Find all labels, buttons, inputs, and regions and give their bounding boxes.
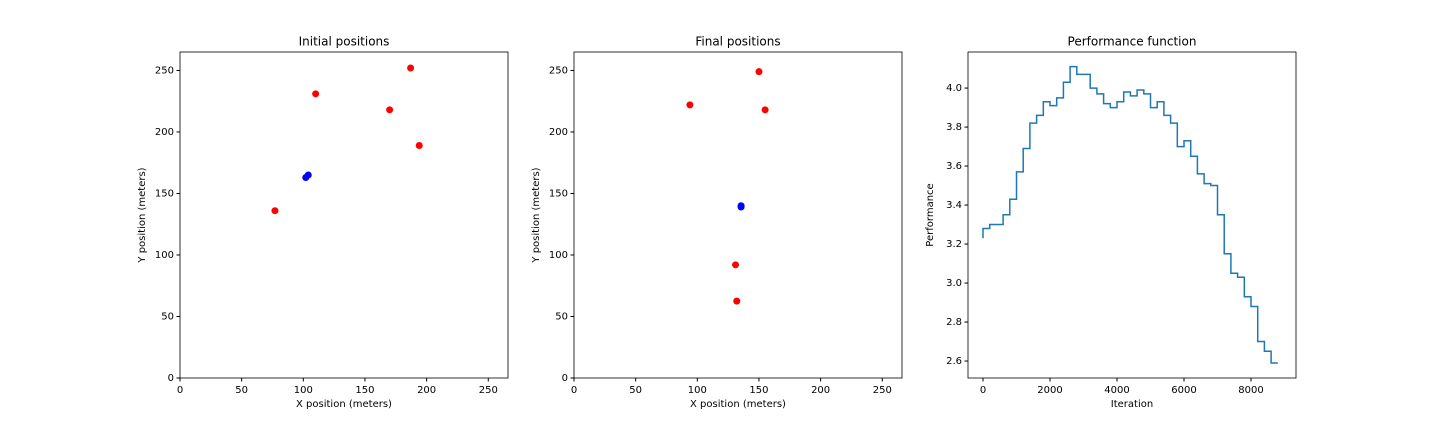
point: [686, 101, 694, 109]
x-tick-label: 0: [571, 385, 577, 396]
x-tick-label: 8000: [1238, 385, 1263, 396]
axes-frame: [179, 51, 509, 379]
y-axis-label: Y position (meters): [137, 167, 148, 263]
chart-title: Final positions: [695, 35, 780, 49]
y-tick-label: 4.0: [946, 83, 962, 94]
y-tick-label: 2.8: [946, 317, 962, 328]
axes-frame: [967, 51, 1297, 379]
y-tick-label: 3.6: [946, 161, 962, 172]
y-tick-label: 200: [549, 127, 568, 138]
x-tick-label: 2000: [1037, 385, 1062, 396]
point: [733, 297, 741, 305]
y-tick-label: 150: [549, 188, 568, 199]
point: [415, 141, 423, 149]
y-tick-label: 2.6: [946, 356, 962, 367]
y-tick-label: 3.0: [946, 278, 962, 289]
y-tick-label: 250: [549, 65, 568, 76]
x-tick-label: 50: [235, 385, 248, 396]
y-tick-label: 3.2: [946, 239, 962, 250]
point: [407, 64, 415, 72]
x-tick-label: 0: [980, 385, 986, 396]
chart-title: Initial positions: [299, 35, 390, 49]
y-tick-label: 50: [555, 311, 568, 322]
y-tick-label: 100: [155, 250, 174, 261]
point: [737, 203, 745, 211]
x-tick-label: 4000: [1104, 385, 1129, 396]
y-tick-label: 150: [155, 188, 174, 199]
y-tick-label: 0: [168, 373, 174, 384]
x-tick-label: 200: [811, 385, 830, 396]
x-tick-label: 250: [479, 385, 498, 396]
y-tick-label: 200: [155, 127, 174, 138]
y-tick-label: 50: [161, 311, 174, 322]
x-tick-label: 0: [177, 385, 183, 396]
x-tick-label: 6000: [1171, 385, 1196, 396]
x-tick-label: 250: [873, 385, 892, 396]
y-axis-label: Performance: [925, 183, 936, 246]
x-tick-label: 150: [749, 385, 768, 396]
point: [755, 68, 763, 76]
x-axis-label: X position (meters): [690, 399, 786, 410]
y-tick-label: 250: [155, 65, 174, 76]
point: [761, 106, 769, 114]
chart-title: Performance function: [1068, 35, 1197, 49]
x-tick-label: 100: [688, 385, 707, 396]
x-tick-label: 50: [629, 385, 642, 396]
x-tick-label: 200: [417, 385, 436, 396]
point: [304, 171, 312, 179]
x-axis-label: X position (meters): [296, 399, 392, 410]
point: [312, 90, 320, 98]
y-tick-label: 0: [562, 373, 568, 384]
y-tick-label: 3.8: [946, 122, 962, 133]
y-tick-label: 100: [549, 250, 568, 261]
point: [386, 106, 394, 114]
x-tick-label: 150: [355, 385, 374, 396]
x-tick-label: 100: [294, 385, 313, 396]
line: [982, 65, 1278, 364]
axes-frame: [573, 51, 903, 379]
x-axis-label: Iteration: [1111, 399, 1153, 410]
y-tick-label: 3.4: [946, 200, 962, 211]
point: [271, 207, 279, 215]
point: [732, 261, 740, 269]
y-axis-label: Y position (meters): [531, 167, 542, 263]
